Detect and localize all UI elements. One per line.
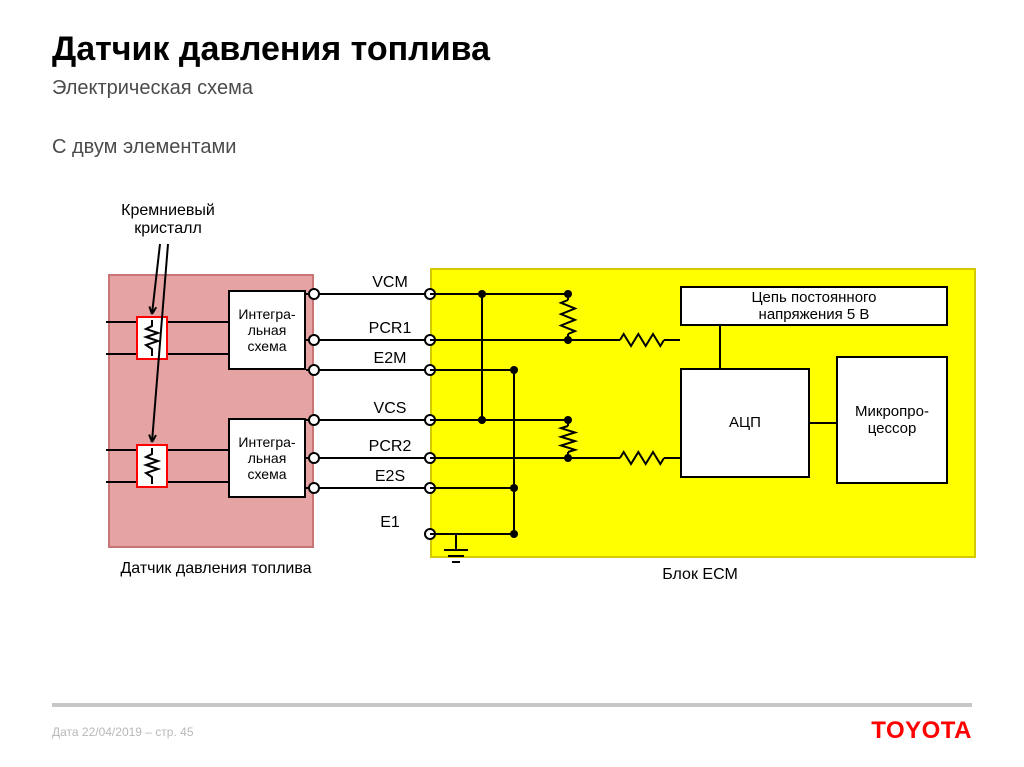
page-section-label: С двум элементами: [0, 100, 1024, 159]
wiring-svg: [0, 208, 1024, 668]
footer-date: Дата 22/04/2019 – стр. 45: [52, 725, 194, 739]
footer-divider: [52, 703, 972, 707]
diagram: Кремниевыйкристалл Интегра-льнаясхема Ин…: [0, 208, 1024, 668]
page-title: Датчик давления топлива: [0, 0, 1024, 77]
page-subtitle: Электрическая схема: [0, 77, 1024, 100]
brand-logo: TOYOTA: [871, 717, 972, 745]
